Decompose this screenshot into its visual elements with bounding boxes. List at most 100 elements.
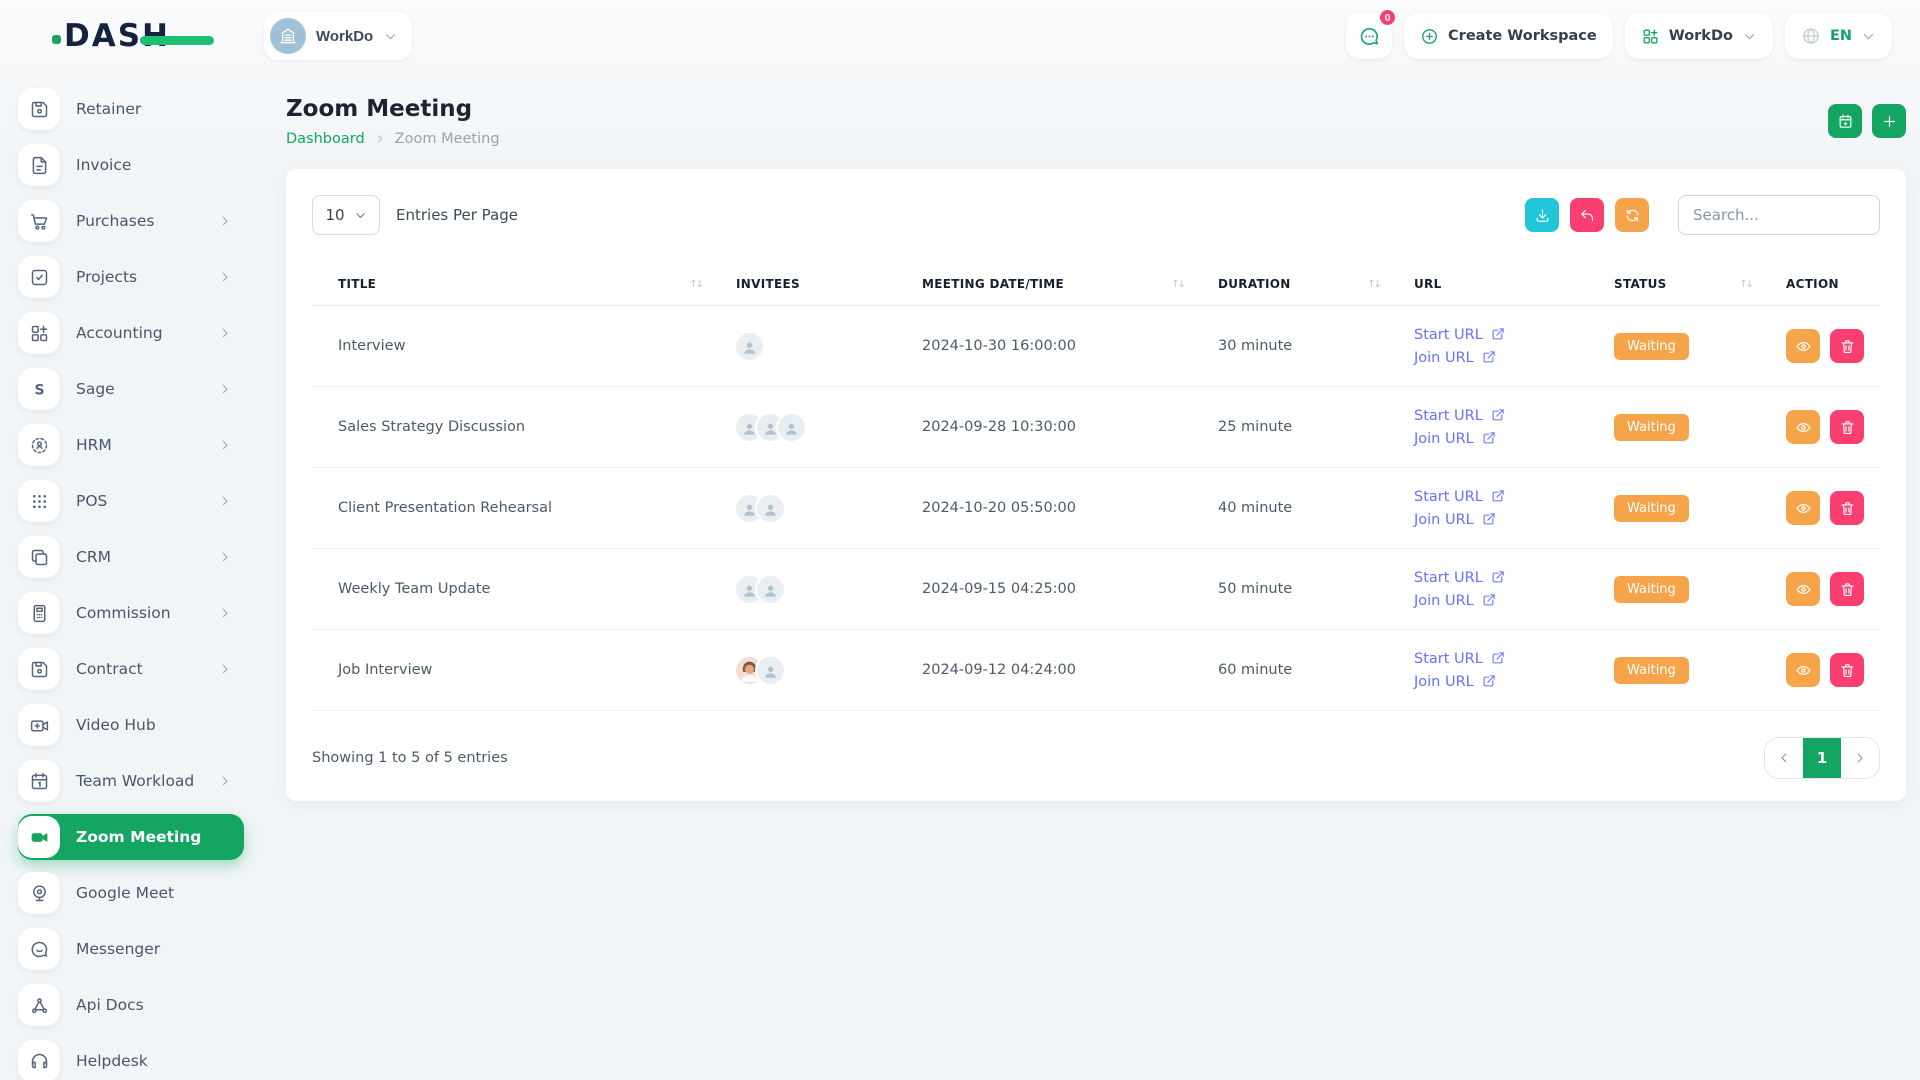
view-button[interactable] (1786, 329, 1820, 363)
join-url-link[interactable]: Join URL (1414, 674, 1496, 690)
sidebar-item-label: POS (76, 492, 108, 510)
sidebar-item-label: Projects (76, 268, 138, 286)
eye-icon (1795, 500, 1812, 517)
invitee-placeholder-avatar (757, 494, 784, 522)
start-url-link[interactable]: Start URL (1414, 408, 1505, 424)
chevron-right-icon (218, 270, 232, 284)
sidebar-item-contract[interactable]: Contract (18, 646, 244, 692)
duration-cell: 50 minute (1218, 581, 1293, 597)
table-header: TITLE ↑↓ INVITEES MEETING DATE/TIME ↑↓ DURATI… (312, 277, 1880, 306)
pagination: 1 (1764, 737, 1880, 779)
next-page-button[interactable] (1841, 738, 1879, 778)
invitees-cell (710, 656, 896, 684)
action-cell (1760, 572, 1880, 606)
column-header-duration[interactable]: DURATION ↑↓ (1218, 277, 1382, 291)
breadcrumb-dashboard-link[interactable]: Dashboard (286, 131, 365, 147)
sidebar-item-zoom-meeting[interactable]: Zoom Meeting (18, 814, 244, 860)
page-1-button[interactable]: 1 (1803, 738, 1841, 778)
topbar-actions: 0 Create Workspace WorkDo EN (1346, 8, 1892, 59)
sidebar-item-label: Sage (76, 380, 115, 398)
floppy-disk-icon (29, 99, 50, 120)
delete-button[interactable] (1830, 329, 1864, 363)
join-url-link[interactable]: Join URL (1414, 350, 1496, 366)
sidebar-item-label: Messenger (76, 940, 161, 958)
invitee-placeholder-avatar (736, 332, 763, 360)
language-selector[interactable]: EN (1784, 13, 1892, 59)
sidebar-item-label: CRM (76, 548, 111, 566)
workspace-selector[interactable]: WorkDo (264, 12, 413, 60)
prev-page-button[interactable] (1765, 738, 1803, 778)
start-url-link[interactable]: Start URL (1414, 570, 1505, 586)
sidebar-item-projects[interactable]: Projects (18, 254, 244, 300)
sidebar-item-hrm[interactable]: HRM (18, 422, 244, 468)
share-nodes-icon (29, 995, 50, 1016)
page-header-actions (1828, 104, 1906, 138)
status-cell: Waiting (1588, 494, 1760, 522)
video-plus-icon (29, 715, 50, 736)
export-button[interactable] (1525, 198, 1559, 232)
delete-button[interactable] (1830, 491, 1864, 525)
sidebar-item-helpdesk[interactable]: Helpdesk (18, 1038, 244, 1080)
showing-entries-text: Showing 1 to 5 of 5 entries (312, 750, 508, 766)
join-url-link[interactable]: Join URL (1414, 431, 1496, 447)
view-button[interactable] (1786, 572, 1820, 606)
chat-bubble-icon (1358, 25, 1381, 48)
view-button[interactable] (1786, 410, 1820, 444)
sidebar-item-google-meet[interactable]: Google Meet (18, 870, 244, 916)
url-cell: Start URL Join URL (1388, 489, 1588, 528)
headset-icon (29, 1051, 50, 1072)
sidebar-item-crm[interactable]: CRM (18, 534, 244, 580)
undo-icon (1579, 207, 1596, 224)
create-workspace-button[interactable]: Create Workspace (1404, 13, 1613, 59)
delete-button[interactable] (1830, 572, 1864, 606)
create-workspace-label: Create Workspace (1448, 28, 1597, 44)
search-input[interactable] (1678, 195, 1880, 235)
column-header-title[interactable]: TITLE ↑↓ (338, 277, 704, 291)
app-logo[interactable]: DASH (52, 18, 214, 54)
external-link-icon (1481, 512, 1496, 527)
status-cell: Waiting (1588, 656, 1760, 684)
sidebar-item-invoice[interactable]: Invoice (18, 142, 244, 188)
messages-button[interactable]: 0 (1346, 8, 1398, 59)
sort-icon: ↑↓ (1739, 278, 1754, 290)
sidebar-item-label: Google Meet (76, 884, 175, 902)
column-header-status[interactable]: STATUS ↑↓ (1614, 277, 1754, 291)
chevron-right-icon (218, 494, 232, 508)
sage-s-icon: S (29, 379, 50, 400)
join-url-link[interactable]: Join URL (1414, 512, 1496, 528)
calendar-view-button[interactable] (1828, 104, 1862, 138)
sidebar-item-messenger[interactable]: Messenger (18, 926, 244, 972)
reset-button[interactable] (1570, 198, 1604, 232)
column-header-meeting-date-time[interactable]: MEETING DATE/TIME ↑↓ (922, 277, 1186, 291)
add-meeting-button[interactable] (1872, 104, 1906, 138)
refresh-button[interactable] (1615, 198, 1649, 232)
meetings-card: 10 Entries Per Page TITLE↑↓ INVITEES MEETI… (286, 169, 1906, 801)
join-url-link[interactable]: Join URL (1414, 593, 1496, 609)
workspace-dropdown[interactable]: WorkDo (1624, 13, 1773, 59)
chevron-right-icon (218, 214, 232, 228)
start-url-link[interactable]: Start URL (1414, 651, 1505, 667)
sidebar-item-pos[interactable]: POS (18, 478, 244, 524)
trash-icon (1839, 500, 1856, 517)
view-button[interactable] (1786, 491, 1820, 525)
sidebar-item-retainer[interactable]: Retainer (18, 86, 244, 132)
start-url-link[interactable]: Start URL (1414, 489, 1505, 505)
sidebar-item-purchases[interactable]: Purchases (18, 198, 244, 244)
sidebar-item-video-hub[interactable]: Video Hub (18, 702, 244, 748)
url-cell: Start URL Join URL (1388, 408, 1588, 447)
sidebar-item-team-workload[interactable]: Team Workload (18, 758, 244, 804)
entries-per-page-select[interactable]: 10 (312, 195, 380, 235)
chevron-down-icon (354, 209, 367, 222)
view-button[interactable] (1786, 653, 1820, 687)
delete-button[interactable] (1830, 410, 1864, 444)
sidebar-item-sage[interactable]: S Sage (18, 366, 244, 412)
sidebar-item-accounting[interactable]: Accounting (18, 310, 244, 356)
eye-icon (1795, 419, 1812, 436)
sidebar-item-api-docs[interactable]: Api Docs (18, 982, 244, 1028)
delete-button[interactable] (1830, 653, 1864, 687)
meeting-title-cell: Client Presentation Rehearsal (338, 500, 553, 516)
sidebar-item-commission[interactable]: Commission (18, 590, 244, 636)
status-cell: Waiting (1588, 575, 1760, 603)
start-url-link[interactable]: Start URL (1414, 327, 1505, 343)
external-link-icon (1481, 593, 1496, 608)
